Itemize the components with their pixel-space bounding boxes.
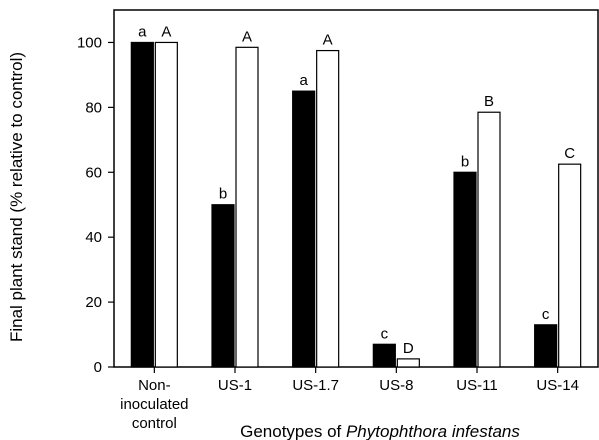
y-axis-title: Final plant stand (% relative to control… [7, 52, 26, 342]
bar-significance-label: b [461, 153, 469, 170]
bar-series-2 [396, 358, 420, 368]
bar-significance-label: B [484, 93, 494, 110]
bar-significance-label: a [299, 72, 308, 89]
y-tick-label: 20 [85, 294, 102, 311]
x-category-label: control [132, 415, 177, 432]
y-axis-ticks: 0 20 40 60 80 100 [77, 34, 114, 376]
bar-series-1 [372, 343, 396, 368]
x-axis-ticks [153, 367, 559, 373]
y-tick-label: 60 [85, 164, 102, 181]
bar-series-2 [558, 163, 582, 368]
bar-series-2 [154, 41, 178, 368]
x-category-label: US-8 [379, 377, 413, 394]
category-labels: Non-inoculated control US-1 US-1.7 US-8 US-11… [120, 377, 579, 432]
bar-series-2 [477, 111, 501, 368]
bars [130, 41, 582, 368]
bar-series-1 [130, 41, 154, 368]
bar-significance-label: A [161, 23, 171, 40]
y-tick-label: 40 [85, 229, 102, 246]
x-category-label: US-14 [536, 377, 579, 394]
bar-series-1 [292, 90, 316, 368]
bar-significance-label: C [564, 145, 575, 162]
x-axis-title: Genotypes of Phytophthora infestans [240, 422, 520, 440]
bar-series-2 [316, 49, 340, 368]
plot-frame [113, 9, 599, 368]
bar-significance-label: D [403, 340, 414, 357]
bar-series-1 [453, 171, 477, 368]
plot-border [113, 9, 599, 368]
x-category-label: inoculated [120, 396, 188, 413]
y-tick-label: 0 [94, 359, 102, 376]
y-tick-label: 80 [85, 99, 102, 116]
bar-significance-label: b [219, 186, 227, 203]
x-category-label: US-1.7 [292, 377, 339, 394]
bar-significance-label: c [381, 325, 389, 342]
x-category-label: US-11 [456, 377, 497, 394]
bar-series-1 [211, 204, 235, 368]
bar-significance-label: A [323, 32, 333, 49]
x-category-label: Non- [138, 377, 171, 394]
bar-series-2 [235, 46, 259, 368]
bar-significance-label: A [242, 28, 252, 45]
bar-series-1 [534, 324, 558, 368]
x-category-label: US-1 [218, 377, 252, 394]
bar-significance-label: c [542, 306, 550, 323]
y-tick-label: 100 [77, 34, 102, 51]
x-axis-title-italic: Phytophthora infestans [346, 422, 520, 440]
x-axis-title-prefix: Genotypes of [240, 422, 346, 440]
bar-significance-label: a [138, 23, 147, 40]
